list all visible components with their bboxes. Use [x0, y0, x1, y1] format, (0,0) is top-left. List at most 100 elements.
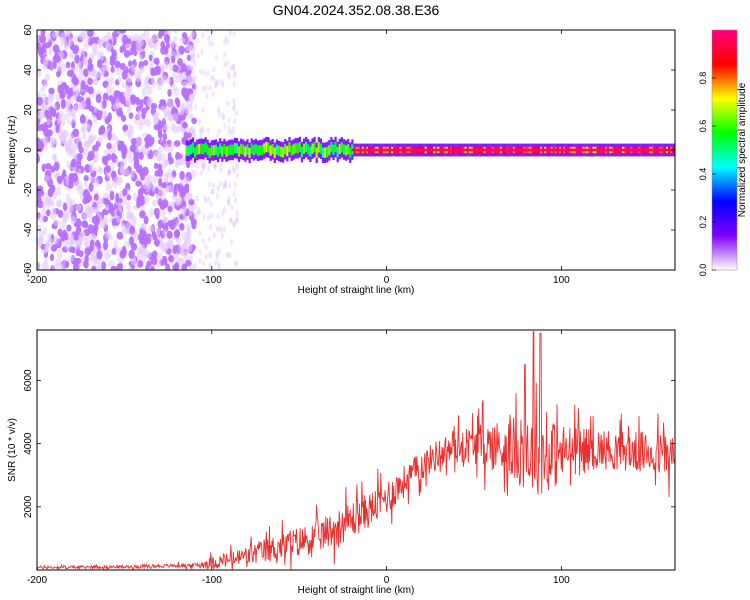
- spectrogram-cell: [109, 190, 115, 201]
- spectrogram-y-tick-label: 20: [23, 104, 34, 116]
- spectrogram-cell: [89, 163, 95, 173]
- spectrogram-cell: [175, 159, 183, 166]
- snr-x-tick-label: -200: [27, 575, 47, 586]
- spectrogram-cell: [230, 129, 234, 136]
- spectrogram-cell: [219, 162, 223, 168]
- spectrogram-y-ticks: -60 -40 -20 0 20 40 60: [23, 24, 675, 277]
- spectrogram-cell: [119, 165, 124, 174]
- spectrogram-cell: [189, 92, 195, 103]
- spectrogram-cell: [143, 215, 149, 225]
- spectrogram-cell: [41, 92, 47, 102]
- spectrogram-cell: [96, 265, 102, 270]
- spectrogram-cell: [213, 163, 217, 170]
- spectrogram-cell: [108, 76, 115, 85]
- snr-x-ticks: -200 -100 0 100: [27, 330, 570, 586]
- spectrogram-cell: [235, 143, 239, 154]
- spectrogram-cell: [215, 192, 220, 199]
- spectrogram-cell: [230, 204, 234, 211]
- spectrogram-cell: [261, 144, 264, 155]
- spectrogram-cell: [204, 253, 208, 260]
- spectrogram-cell: [54, 30, 60, 38]
- spectrogram-cell: [87, 30, 94, 38]
- spectrogram-cell: [37, 139, 42, 150]
- snr-y-tick-label: 2000: [23, 495, 34, 518]
- spectrogram-cell: [204, 243, 208, 250]
- spectrogram-cell: [82, 197, 89, 205]
- spectrogram-cell: [252, 145, 255, 156]
- spectrogram-cell: [64, 260, 70, 269]
- spectrogram-cell: [206, 127, 210, 134]
- spectrogram-cell: [116, 216, 122, 223]
- spectrogram-cell: [206, 70, 210, 77]
- spectrogram-cell: [60, 63, 67, 72]
- spectrogram-x-ticks: -200 -100 0 100: [27, 30, 570, 286]
- spectrogram-cell: [65, 30, 71, 36]
- spectrogram-cell: [87, 133, 93, 144]
- spectrogram-cell: [300, 146, 304, 158]
- spectrogram-cell: [87, 86, 94, 95]
- spectrogram-cell: [48, 87, 55, 95]
- spectrogram-cell: [107, 260, 115, 268]
- spectrogram-cell: [41, 261, 47, 270]
- spectrogram-cell: [82, 131, 87, 140]
- spectrogram-cell: [138, 54, 143, 61]
- spectrogram-cell: [269, 145, 272, 156]
- spectrogram-cell: [207, 196, 211, 203]
- spectrogram-cell: [227, 117, 231, 124]
- spectrogram-cell: [296, 143, 299, 154]
- spectrogram-cell: [111, 143, 117, 154]
- spectrogram-cell: [165, 185, 170, 193]
- spectrogram-cell: [121, 82, 128, 89]
- spectrogram-cell: [342, 144, 346, 155]
- spectrogram-cell: [44, 162, 52, 170]
- spectrogram-cell: [37, 96, 43, 106]
- spectrogram-cell: [210, 189, 214, 195]
- spectrogram-cell: [156, 252, 164, 263]
- spectrogram-cell: [96, 38, 104, 49]
- spectrogram-cell: [123, 168, 130, 176]
- spectrogram-cell: [227, 200, 231, 207]
- spectrogram-cell: [159, 241, 165, 249]
- spectrogram-cell: [173, 140, 181, 147]
- spectrogram-cell: [227, 195, 231, 202]
- spectrogram-cell: [94, 216, 100, 226]
- spectrogram-cell: [88, 182, 94, 192]
- spectrogram-cell: [193, 74, 197, 81]
- snr-y-ticks: 2000 4000 6000: [23, 369, 675, 518]
- spectrogram-cell: [201, 106, 205, 113]
- spectrogram-cell: [46, 33, 51, 43]
- spectrogram-cell: [250, 143, 253, 154]
- spectrogram-cell: [83, 175, 89, 182]
- spectrogram-cell: [68, 37, 73, 47]
- spectrogram-cell: [69, 95, 74, 104]
- spectrogram-cell: [138, 121, 143, 131]
- spectrogram-cell: [79, 231, 86, 240]
- spectrogram-cell: [43, 127, 50, 137]
- spectrogram-cell: [74, 257, 82, 265]
- spectrogram-cell: [110, 65, 115, 74]
- spectrogram-cell: [157, 198, 163, 207]
- spectrogram-cell: [198, 230, 202, 237]
- spectrogram-cell: [126, 201, 132, 212]
- spectrogram-cell: [68, 254, 74, 263]
- spectrogram-cell: [38, 230, 45, 237]
- spectrogram-cell: [144, 118, 152, 127]
- spectrogram-cell: [42, 201, 48, 209]
- spectrogram-cell: [136, 114, 141, 121]
- spectrogram-cell: [93, 245, 99, 253]
- spectrogram-y-tick-label: 0: [23, 147, 34, 153]
- spectrogram-cell: [125, 72, 133, 83]
- spectrogram-cell: [234, 260, 239, 266]
- spectrogram-cell: [138, 151, 144, 160]
- spectrogram-cell: [71, 172, 79, 183]
- spectrogram-cell: [183, 251, 189, 260]
- colorbar-label: Normalized spectral amplitude: [737, 82, 748, 217]
- spectrogram-cell: [215, 253, 219, 260]
- spectrogram-cell: [199, 68, 203, 75]
- spectrogram-cell: [57, 228, 63, 237]
- spectrogram-cell: [201, 163, 205, 169]
- spectrogram-cell: [223, 123, 227, 130]
- spectrogram-cell: [96, 59, 103, 69]
- spectrogram-cell: [52, 44, 60, 53]
